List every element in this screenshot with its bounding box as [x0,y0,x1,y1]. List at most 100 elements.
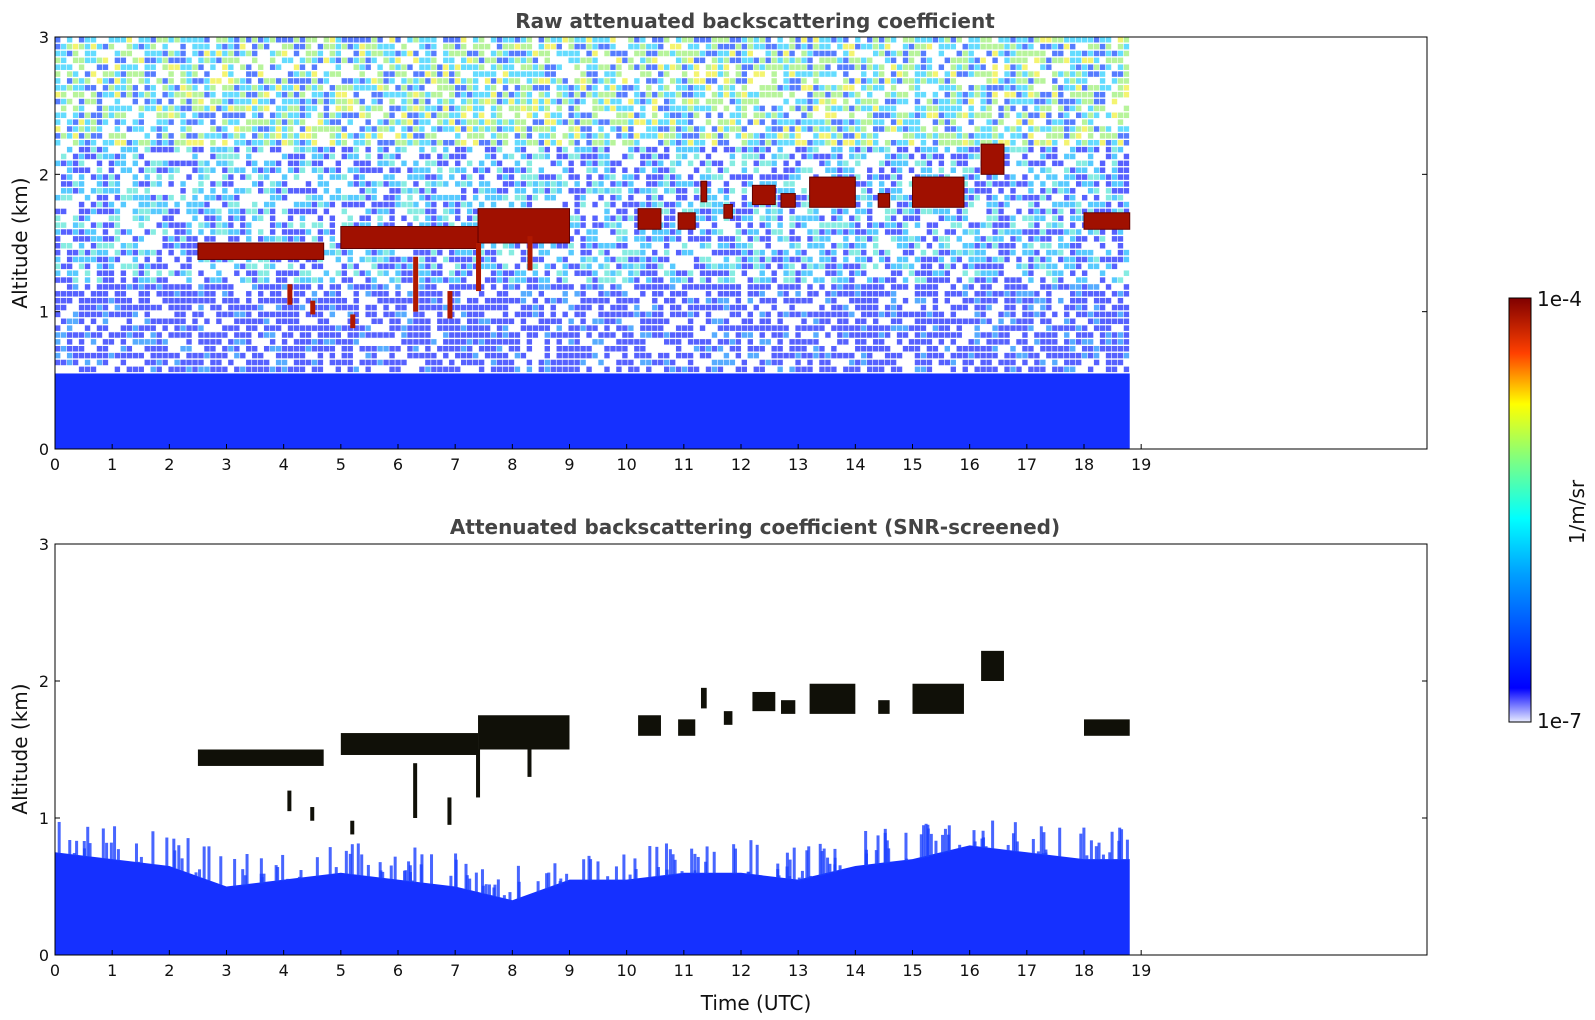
raw-noise-cell [861,181,867,187]
raw-noise-cell [538,78,545,84]
raw-noise-cell [180,91,186,98]
raw-noise-cell [407,222,413,228]
raw-noise-cell [544,249,550,256]
raw-noise-cell [664,318,670,325]
raw-noise-cell [461,140,467,146]
raw-noise-cell [437,98,443,105]
raw-noise-cell [96,332,103,338]
raw-noise-cell [610,85,616,91]
raw-noise-cell [222,133,228,139]
raw-noise-cell [729,126,736,132]
raw-noise-cell [419,188,425,194]
raw-noise-cell [66,98,73,105]
raw-noise-cell [747,284,753,290]
raw-noise-cell [466,215,473,222]
raw-noise-cell [801,263,807,270]
raw-noise-cell [252,263,258,270]
raw-noise-cell [502,194,509,201]
raw-noise-cell [293,277,300,283]
raw-noise-cell [777,208,783,215]
raw-noise-cell [592,339,598,345]
raw-noise-cell [401,201,407,208]
raw-noise-cell [156,126,162,132]
raw-noise-cell [771,153,777,160]
raw-noise-cell [872,229,879,235]
raw-noise-cell [210,153,216,160]
raw-noise-cell [675,119,682,125]
raw-noise-cell [383,359,389,366]
raw-noise-cell [281,270,288,276]
raw-noise-cell [216,78,222,84]
raw-noise-cell [258,119,264,125]
raw-noise-cell [55,249,61,256]
raw-noise-cell [652,146,658,153]
raw-noise-cell [502,119,509,125]
raw-noise-cell [496,78,503,84]
raw-noise-cell [335,332,341,338]
raw-noise-cell [431,291,437,297]
raw-noise-cell [735,222,742,228]
raw-noise-cell [234,98,240,105]
raw-noise-cell [604,78,610,84]
raw-noise-cell [646,146,652,153]
raw-noise-cell [831,229,837,235]
raw-noise-cell [180,105,186,112]
raw-noise-cell [711,133,718,139]
raw-noise-cell [604,160,610,167]
raw-noise-cell [425,263,431,270]
raw-noise-cell [741,249,748,256]
raw-noise-cell [395,366,401,373]
raw-noise-cell [72,332,79,338]
raw-noise-cell [628,277,634,283]
raw-noise-cell [96,188,103,194]
raw-noise-cell [228,167,234,173]
raw-noise-cell [711,284,718,290]
raw-noise-cell [365,291,371,297]
raw-noise-cell [437,167,443,173]
raw-noise-cell [729,346,736,352]
raw-noise-cell [102,325,109,331]
raw-noise-cell [646,256,652,263]
raw-noise-cell [604,43,610,50]
raw-noise-cell [234,153,240,160]
raw-noise-cell [496,126,503,132]
raw-noise-cell [204,160,210,167]
raw-noise-cell [825,311,831,318]
raw-noise-cell [234,43,240,50]
raw-noise-cell [78,153,85,160]
raw-noise-cell [138,304,144,311]
raw-noise-cell [198,201,204,208]
raw-noise-cell [431,181,437,187]
raw-noise-cell [407,297,413,304]
raw-noise-cell [55,37,61,43]
raw-noise-cell [550,98,556,105]
raw-noise-cell [861,194,867,201]
raw-noise-cell [395,284,401,290]
raw-noise-cell [556,318,562,325]
raw-noise-cell [246,270,252,276]
raw-noise-cell [628,43,634,50]
raw-noise-cell [508,346,515,352]
raw-noise-cell [287,119,294,125]
raw-noise-cell [717,263,724,270]
raw-noise-cell [556,85,562,91]
raw-noise-cell [556,359,562,366]
raw-noise-cell [222,325,228,331]
raw-noise-cell [878,78,885,84]
raw-noise-cell [699,174,706,180]
raw-noise-cell [705,243,712,249]
raw-noise-cell [598,243,604,249]
raw-noise-cell [568,325,574,331]
raw-noise-cell [204,133,210,139]
raw-noise-cell [472,91,479,98]
raw-noise-cell [544,43,550,50]
raw-noise-cell [872,64,879,70]
raw-noise-cell [771,325,777,331]
raw-noise-cell [508,243,515,249]
raw-noise-cell [669,208,676,215]
raw-noise-cell [275,112,282,119]
raw-noise-cell [664,352,670,359]
raw-noise-cell [168,304,174,311]
raw-noise-cell [681,208,688,215]
raw-noise-cell [228,153,234,160]
